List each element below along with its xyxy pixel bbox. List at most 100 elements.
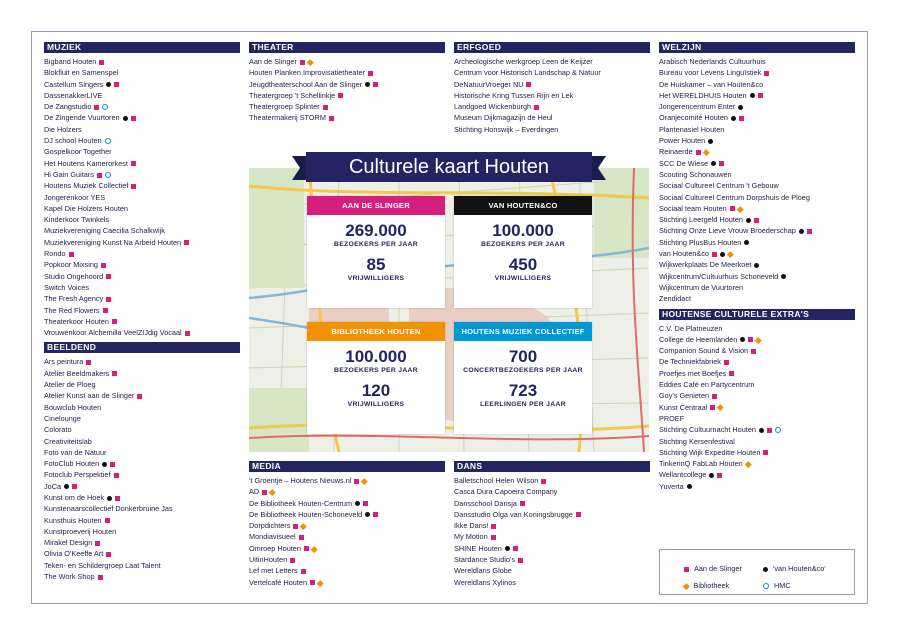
aan-de-slinger-marker — [490, 535, 496, 541]
bibliotheek-marker — [300, 523, 307, 530]
card-primary-label: CONCERTBEZOEKERS PER JAAR — [463, 367, 583, 374]
card-primary-number: 100.000 — [492, 221, 554, 240]
item-label: Die Holzers — [44, 124, 82, 134]
item-label: My Motion — [454, 532, 488, 542]
item-label: DeNatuurVroeger NU — [454, 79, 524, 89]
van-houten-co-marker — [758, 427, 764, 433]
list-item: Jongerenkoor YES — [44, 192, 240, 203]
card-secondary-number: 120 — [361, 381, 391, 400]
item-label: Sociaal team Houten — [659, 203, 727, 213]
list-item: Centrum voor Historisch Landschap & Natu… — [454, 67, 650, 78]
hmc-marker — [104, 138, 111, 145]
section-erfgoed: ERFGOED Archeologische werkgroep Leen de … — [454, 42, 650, 135]
list-item: Oranjecomité Houten — [659, 112, 855, 123]
item-label: Colorato — [44, 425, 72, 435]
list-item: Dansstudio Olga van Koningsbrugge — [454, 509, 650, 520]
list-item: Omroep Houten — [249, 543, 445, 554]
list-item: Studio Ongehoord — [44, 271, 240, 282]
list-item: De Zangstudio — [44, 101, 240, 112]
item-label: 't Groentje – Houtens Nieuws.nl — [249, 476, 352, 485]
item-label: PROEF — [659, 413, 685, 423]
item-label: Historische Kring Tussen Rijn en Lek — [454, 90, 574, 100]
legend-entry: Bibliotheek — [683, 581, 730, 590]
item-label: Cinelounge — [44, 413, 81, 423]
list-item: Ikke Dans! — [454, 520, 650, 531]
section-houtense-culturele-extra-s: HOUTENSE CULTURELE EXTRA'S C.V. De Platne… — [659, 308, 855, 492]
section-dans: DANS Balletschool Helen Wilson Casca Dura … — [454, 461, 650, 588]
aan-de-slinger-marker — [184, 330, 190, 336]
item-label: The Work Shop — [44, 572, 95, 582]
bibliotheek-marker — [736, 205, 744, 213]
aan-de-slinger-marker — [290, 557, 296, 563]
aan-de-slinger-marker — [95, 540, 101, 546]
item-label: Wereldlans Globe — [454, 566, 512, 576]
list-item: Stichting Cultuurnacht Houten — [659, 424, 855, 435]
item-label: JoCa — [44, 481, 62, 491]
item-label: Aan de Slinger — [249, 57, 297, 66]
section-heading: DANS — [454, 461, 650, 472]
aan-de-slinger-marker — [763, 450, 769, 456]
list-item: Bureau voor Levens Linguïstiek — [659, 67, 855, 78]
item-label: Switch Voices — [44, 282, 90, 292]
van-houten-co-marker — [107, 495, 113, 501]
item-label: Wereldlans Xylinos — [454, 577, 516, 587]
item-label: Companion Sound & Vision — [659, 346, 749, 356]
van-houten-co-marker — [745, 217, 751, 223]
list-item: Theatergroep Splinter — [249, 101, 445, 112]
item-label: Sociaal Cultureel Centrum Dorpshuis de P… — [659, 192, 810, 202]
card-secondary-number: 723 — [508, 381, 538, 400]
aan-de-slinger-marker — [115, 495, 121, 501]
item-label: Theatermakerij STORM — [249, 113, 326, 123]
list-item: Wijkcentrum/Cultuurhuis Schoneveld — [659, 271, 855, 282]
aan-de-slinger-marker — [368, 70, 374, 76]
aan-de-slinger-marker — [328, 116, 334, 122]
list-item: Kinderkoor Twinkels — [44, 214, 240, 225]
list-item: Stichting PlusBus Houten — [659, 237, 855, 248]
item-label: Bigband Houten — [44, 57, 97, 66]
item-label: Atelier Beeldmakers — [44, 368, 110, 378]
van-houten-co-marker — [102, 461, 108, 467]
aan-de-slinger-marker — [512, 546, 518, 552]
section-heading: MEDIA — [249, 461, 445, 472]
aan-de-slinger-marker — [526, 82, 532, 88]
list-item: Zendidact — [659, 293, 855, 304]
card-primary-label: BEZOEKERS PER JAAR — [481, 241, 565, 248]
list-item: Companion Sound & Vision — [659, 345, 855, 356]
item-label: Creativiteitslab — [44, 436, 92, 446]
list-item: Creativiteitslab — [44, 436, 240, 447]
list-item: Atelier Beeldmakers — [44, 368, 240, 379]
item-label: UitinHouten — [249, 555, 288, 565]
van-houten-co-marker — [738, 104, 744, 110]
aan-de-slinger-marker — [764, 70, 770, 76]
item-label: Het WERELDHUIS Houten — [659, 90, 747, 100]
van-houten-co-marker — [711, 161, 717, 167]
aan-de-slinger-marker — [94, 104, 100, 110]
list-item: JoCa — [44, 481, 240, 492]
bibliotheek-marker — [683, 582, 690, 590]
item-label: Atelier de Ploeg — [44, 380, 96, 390]
item-label: Jeugdtheaterschool Aan de Slinger — [249, 79, 363, 89]
item-label: Proefjes met Boefjes — [659, 368, 727, 378]
item-label: Muziekvereniging Caecilia Schalkwijk — [44, 226, 165, 236]
item-label: Stichting Honswijk – Everdingen — [454, 124, 559, 134]
item-label: Plantenasiel Houten — [659, 124, 725, 134]
list-item: Hi Gain Guitars — [44, 169, 240, 180]
list-item: Bigband Houten — [44, 56, 240, 67]
van-houten-co-marker — [740, 337, 746, 343]
item-label: De Bibliotheek Houten-Centrum — [249, 498, 353, 508]
list-item: De Bibliotheek Houten-Centrum — [249, 498, 445, 509]
item-label: Goy's Genieten — [659, 391, 710, 401]
item-label: Kunst om de Hoek — [44, 492, 105, 502]
aan-de-slinger-marker — [262, 489, 268, 495]
legend-label: Bibliotheek — [693, 581, 730, 590]
item-label: Atelier Kunst aan de Slinger — [44, 391, 135, 401]
item-label: SCC De Wiese — [659, 158, 709, 168]
item-label: Foto van de Natuur — [44, 447, 107, 457]
list-item: Balletschool Helen Wilson — [454, 475, 650, 486]
list-item: Arabisch Nederlands Cultuurhuis — [659, 56, 855, 67]
list-item: Atelier Kunst aan de Slinger — [44, 390, 240, 401]
card-header: AAN DE SLINGER — [307, 196, 445, 215]
bibliotheek-marker — [726, 250, 734, 258]
aan-de-slinger-marker — [86, 360, 92, 365]
item-label: Theaterkoor Houten — [44, 316, 109, 326]
